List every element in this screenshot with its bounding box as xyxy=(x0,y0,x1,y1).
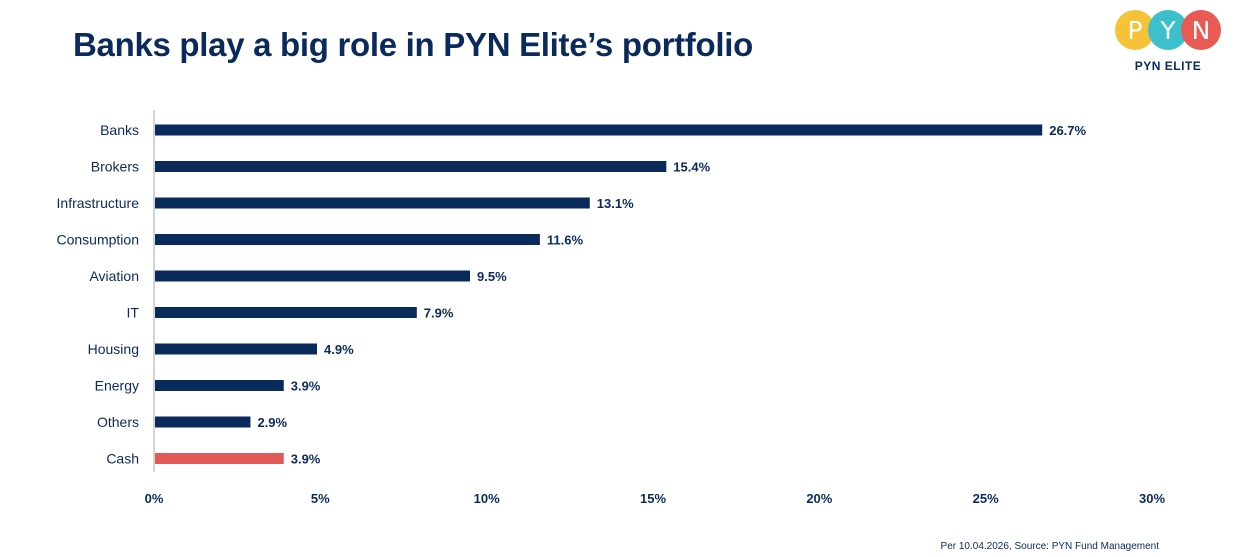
source-note: Per 10.04.2026, Source: PYN Fund Managem… xyxy=(940,541,1159,552)
bar-consumption xyxy=(155,234,540,245)
logo-circles: P Y N xyxy=(1112,10,1224,54)
value-label-aviation: 9.5% xyxy=(477,269,507,284)
pyn-elite-logo: P Y N PYN ELITE xyxy=(1112,10,1224,75)
category-label-others: Others xyxy=(97,414,139,430)
value-label-banks: 26.7% xyxy=(1049,123,1086,138)
x-tick-label: 25% xyxy=(973,491,999,506)
x-tick-label: 15% xyxy=(640,491,666,506)
category-label-cash: Cash xyxy=(106,451,139,467)
logo-subtitle: PYN ELITE xyxy=(1134,59,1202,73)
value-label-energy: 3.9% xyxy=(291,379,321,394)
value-label-others: 2.9% xyxy=(257,415,287,430)
bar-brokers xyxy=(155,161,667,172)
category-label-housing: Housing xyxy=(88,341,139,357)
value-label-it: 7.9% xyxy=(424,306,454,321)
category-label-it: IT xyxy=(127,305,140,321)
category-label-aviation: Aviation xyxy=(89,268,139,284)
value-label-brokers: 15.4% xyxy=(673,160,710,175)
logo-letter-n: N xyxy=(1181,10,1221,50)
value-label-housing: 4.9% xyxy=(324,342,354,357)
x-tick-label: 20% xyxy=(806,491,832,506)
bar-energy xyxy=(155,380,284,391)
bar-cash xyxy=(155,453,284,464)
value-label-infrastructure: 13.1% xyxy=(597,196,634,211)
category-label-brokers: Brokers xyxy=(91,159,139,175)
x-tick-label: 30% xyxy=(1139,491,1165,506)
x-tick-label: 10% xyxy=(474,491,500,506)
bar-infrastructure xyxy=(155,197,590,209)
bar-it xyxy=(155,307,417,318)
chart-title: Banks play a big role in PYN Elite’s por… xyxy=(73,26,753,63)
category-label-energy: Energy xyxy=(95,378,139,394)
category-label-banks: Banks xyxy=(100,122,139,138)
value-label-cash: 3.9% xyxy=(291,452,321,467)
x-tick-label: 5% xyxy=(311,491,330,506)
x-tick-label: 0% xyxy=(145,491,164,506)
bar-banks xyxy=(155,124,1043,136)
value-label-consumption: 11.6% xyxy=(547,233,584,248)
bar-housing xyxy=(155,343,318,355)
bar-others xyxy=(155,416,251,428)
bar-aviation xyxy=(155,270,471,282)
category-label-consumption: Consumption xyxy=(57,232,140,248)
category-label-infrastructure: Infrastructure xyxy=(57,195,140,211)
